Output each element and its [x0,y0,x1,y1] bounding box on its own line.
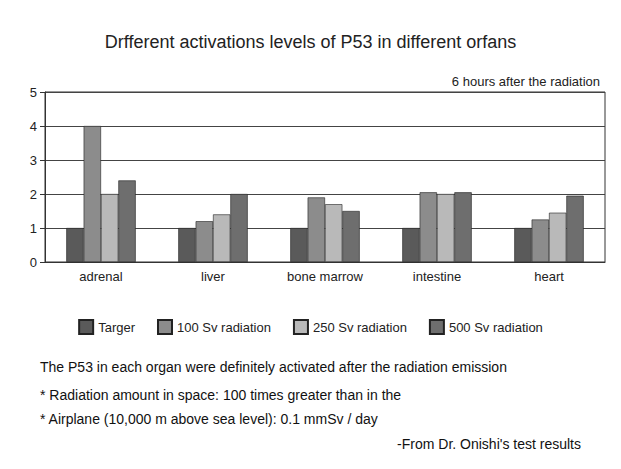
svg-text:6 hours after the radiation: 6 hours after the radiation [452,74,600,89]
svg-text:* Radiation amount in space: 1: * Radiation amount in space: 100 times g… [40,387,401,403]
svg-text:500 Sv radiation: 500 Sv radiation [449,320,543,335]
svg-text:5: 5 [30,85,37,100]
svg-text:100 Sv radiation: 100 Sv radiation [177,320,271,335]
svg-text:The P53 in each organ were def: The P53 in each organ were definitely ac… [40,359,507,375]
svg-text:Targer: Targer [98,320,136,335]
svg-text:bone marrow: bone marrow [287,269,363,284]
svg-text:-From Dr. Onishi's test result: -From Dr. Onishi's test results [397,436,581,452]
svg-text:4: 4 [30,119,37,134]
svg-text:Drfferent activations levels o: Drfferent activations levels of P53 in d… [105,32,517,52]
svg-text:0: 0 [30,255,37,270]
svg-text:adrenal: adrenal [79,269,122,284]
svg-text:* Airplane (10,000 m above sea: * Airplane (10,000 m above sea level): 0… [40,411,378,427]
svg-text:heart: heart [534,269,564,284]
svg-text:2: 2 [30,187,37,202]
svg-text:intestine: intestine [413,269,461,284]
svg-text:3: 3 [30,153,37,168]
svg-text:250 Sv radiation: 250 Sv radiation [313,320,407,335]
svg-text:liver: liver [201,269,226,284]
svg-text:1: 1 [30,221,37,236]
